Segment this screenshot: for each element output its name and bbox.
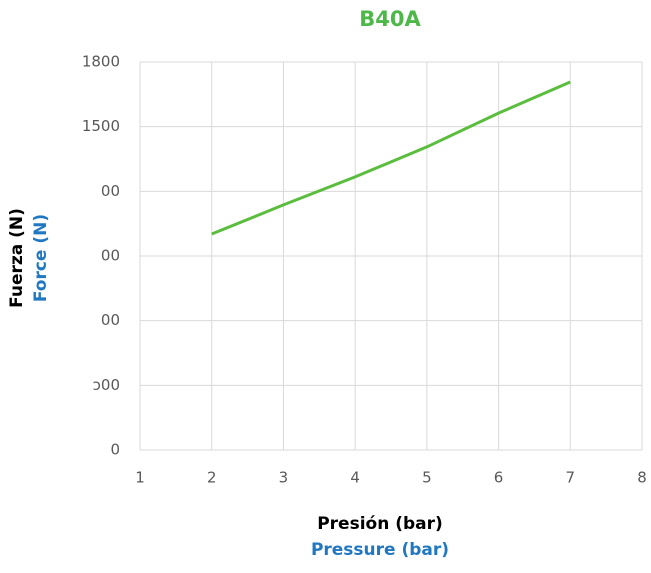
- x-tick-label: 3: [279, 469, 289, 487]
- y-tick-label: ɔ00: [93, 376, 120, 394]
- y-tick-label: 1500: [82, 117, 120, 135]
- y-tick-label: 00: [101, 247, 120, 265]
- y-tick-label: 0: [110, 441, 120, 459]
- x-tick-label: 2: [207, 469, 217, 487]
- y-axis-label: Fuerza (N): [7, 208, 27, 308]
- y-axis-label: Force (N): [31, 214, 51, 302]
- data-line: [211, 80, 571, 236]
- x-tick-label: 6: [494, 469, 504, 487]
- y-tick-label: 00: [101, 311, 120, 329]
- x-tick-label: 5: [422, 469, 432, 487]
- x-tick-label: 7: [566, 469, 576, 487]
- x-axis-label: Pressure (bar): [311, 540, 449, 560]
- x-axis-label: Presión (bar): [317, 514, 443, 534]
- x-tick-label: 4: [350, 469, 360, 487]
- y-tick-label: 00: [101, 182, 120, 200]
- x-tick-label: 8: [637, 469, 647, 487]
- y-tick-label: 1800: [82, 53, 120, 71]
- x-tick-label: 1: [135, 469, 145, 487]
- chart-title: B40A: [359, 7, 421, 31]
